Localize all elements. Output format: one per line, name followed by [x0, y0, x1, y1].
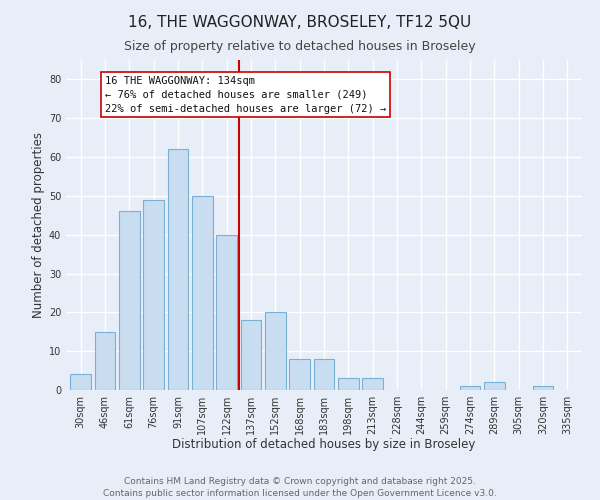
- Bar: [143, 200, 164, 390]
- Bar: [241, 320, 262, 390]
- Bar: [338, 378, 359, 390]
- Bar: [314, 359, 334, 390]
- Bar: [95, 332, 115, 390]
- Text: Contains HM Land Registry data © Crown copyright and database right 2025.
Contai: Contains HM Land Registry data © Crown c…: [103, 476, 497, 498]
- Bar: [265, 312, 286, 390]
- Bar: [484, 382, 505, 390]
- Text: 16, THE WAGGONWAY, BROSELEY, TF12 5QU: 16, THE WAGGONWAY, BROSELEY, TF12 5QU: [128, 15, 472, 30]
- Bar: [460, 386, 481, 390]
- Bar: [533, 386, 553, 390]
- Y-axis label: Number of detached properties: Number of detached properties: [32, 132, 44, 318]
- Bar: [70, 374, 91, 390]
- Bar: [119, 212, 140, 390]
- Text: Size of property relative to detached houses in Broseley: Size of property relative to detached ho…: [124, 40, 476, 53]
- Bar: [289, 359, 310, 390]
- Bar: [192, 196, 212, 390]
- Bar: [216, 234, 237, 390]
- Bar: [167, 150, 188, 390]
- Text: 16 THE WAGGONWAY: 134sqm
← 76% of detached houses are smaller (249)
22% of semi-: 16 THE WAGGONWAY: 134sqm ← 76% of detach…: [105, 76, 386, 114]
- X-axis label: Distribution of detached houses by size in Broseley: Distribution of detached houses by size …: [172, 438, 476, 452]
- Bar: [362, 378, 383, 390]
